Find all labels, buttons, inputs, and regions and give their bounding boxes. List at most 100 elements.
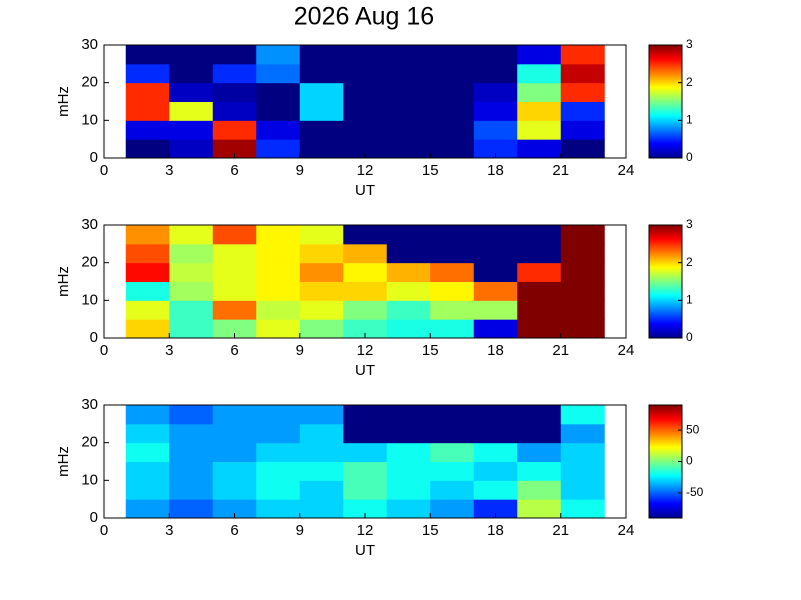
heat-cell: [473, 225, 518, 245]
x-tick-label: 24: [618, 162, 635, 179]
x-tick-label: 15: [422, 342, 439, 359]
heat-cell: [212, 225, 257, 245]
heat-cell: [125, 281, 170, 301]
heat-cell: [299, 461, 344, 481]
heat-cell: [473, 120, 518, 140]
heat-cell: [343, 499, 388, 519]
heat-cell: [299, 281, 344, 301]
heat-cell: [256, 139, 301, 159]
heat-cell: [386, 499, 431, 519]
heat-cell: [517, 262, 562, 282]
x-tick-label: 24: [618, 522, 635, 539]
heat-cell: [212, 319, 257, 339]
heat-cell: [560, 120, 605, 140]
x-tick-label: 9: [296, 522, 304, 539]
heat-cell: [517, 442, 562, 462]
heat-cell: [517, 45, 562, 65]
x-tick-label: 3: [165, 162, 173, 179]
heat-cell: [560, 243, 605, 264]
y-tick-label: 10: [81, 471, 98, 488]
heat-cell: [430, 225, 475, 245]
x-tick-label: 12: [357, 522, 374, 539]
heat-cell: [169, 101, 214, 121]
x-tick-label: 12: [357, 162, 374, 179]
colorbar-tick-label: 0: [686, 150, 693, 164]
heat-cell: [430, 281, 475, 301]
x-tick-label: 15: [422, 162, 439, 179]
heat-cell: [212, 480, 257, 500]
heat-cell: [386, 101, 431, 121]
colorbar-tick-label: 50: [686, 422, 700, 436]
heat-cell: [299, 405, 344, 425]
x-tick-label: 3: [165, 522, 173, 539]
heat-cell: [517, 139, 562, 159]
heat-cell: [343, 405, 388, 425]
heat-cell: [256, 82, 301, 102]
heat-cell: [473, 101, 518, 121]
y-tick-label: 10: [81, 111, 98, 128]
heat-cell: [560, 319, 605, 339]
heat-cell: [386, 225, 431, 245]
y-tick-label: 20: [81, 74, 98, 91]
y-tick-label: 0: [90, 509, 98, 526]
heat-cell: [386, 442, 431, 462]
heat-cell: [212, 461, 257, 481]
heat-cell: [125, 45, 170, 65]
heat-cell: [169, 63, 214, 84]
heat-cell: [212, 243, 257, 264]
heat-cell: [386, 139, 431, 159]
heat-cell: [169, 480, 214, 500]
x-tick-label: 24: [618, 342, 635, 359]
colorbar-tick-label: 2: [686, 75, 693, 89]
heat-cell: [212, 423, 257, 444]
heat-cell: [517, 63, 562, 84]
colorbar: [648, 224, 683, 339]
heat-cell: [430, 243, 475, 264]
heat-cell: [343, 480, 388, 500]
x-tick-label: 9: [296, 342, 304, 359]
heat-cell: [169, 405, 214, 425]
heat-cell: [386, 405, 431, 425]
heat-cell: [125, 101, 170, 121]
heat-cell: [430, 423, 475, 444]
heat-cell: [343, 281, 388, 301]
heat-cell: [169, 281, 214, 301]
heat-cell: [212, 101, 257, 121]
heat-cell: [343, 225, 388, 245]
heat-cell: [212, 120, 257, 140]
heat-cell: [299, 243, 344, 264]
heat-cell: [473, 499, 518, 519]
heat-cell: [299, 101, 344, 121]
heat-cell: [473, 139, 518, 159]
heat-cell: [212, 405, 257, 425]
heat-cell: [343, 243, 388, 264]
heat-cell: [560, 281, 605, 301]
heat-cell: [517, 319, 562, 339]
heat-cell: [125, 319, 170, 339]
y-axis-label: mHz: [55, 446, 72, 477]
heat-cell: [517, 405, 562, 425]
heat-cell: [386, 45, 431, 65]
heat-cell: [343, 45, 388, 65]
colorbar: [648, 404, 683, 519]
heat-cell: [343, 120, 388, 140]
heat-cell: [517, 101, 562, 121]
heat-cell: [125, 139, 170, 159]
x-tick-label: 15: [422, 522, 439, 539]
heat-cell: [386, 120, 431, 140]
heat-cell: [125, 300, 170, 320]
heat-cell: [560, 499, 605, 519]
heat-cell: [517, 499, 562, 519]
heat-cell: [169, 461, 214, 481]
heat-cell: [256, 120, 301, 140]
heat-cell: [212, 262, 257, 282]
heat-cell: [430, 120, 475, 140]
heat-cell: [560, 45, 605, 65]
heat-cell: [473, 461, 518, 481]
heat-cell: [343, 101, 388, 121]
heat-cell: [169, 300, 214, 320]
heat-cell: [256, 461, 301, 481]
heat-cell: [386, 63, 431, 84]
heat-cell: [299, 319, 344, 339]
colorbar-tick-label: 1: [686, 293, 693, 307]
